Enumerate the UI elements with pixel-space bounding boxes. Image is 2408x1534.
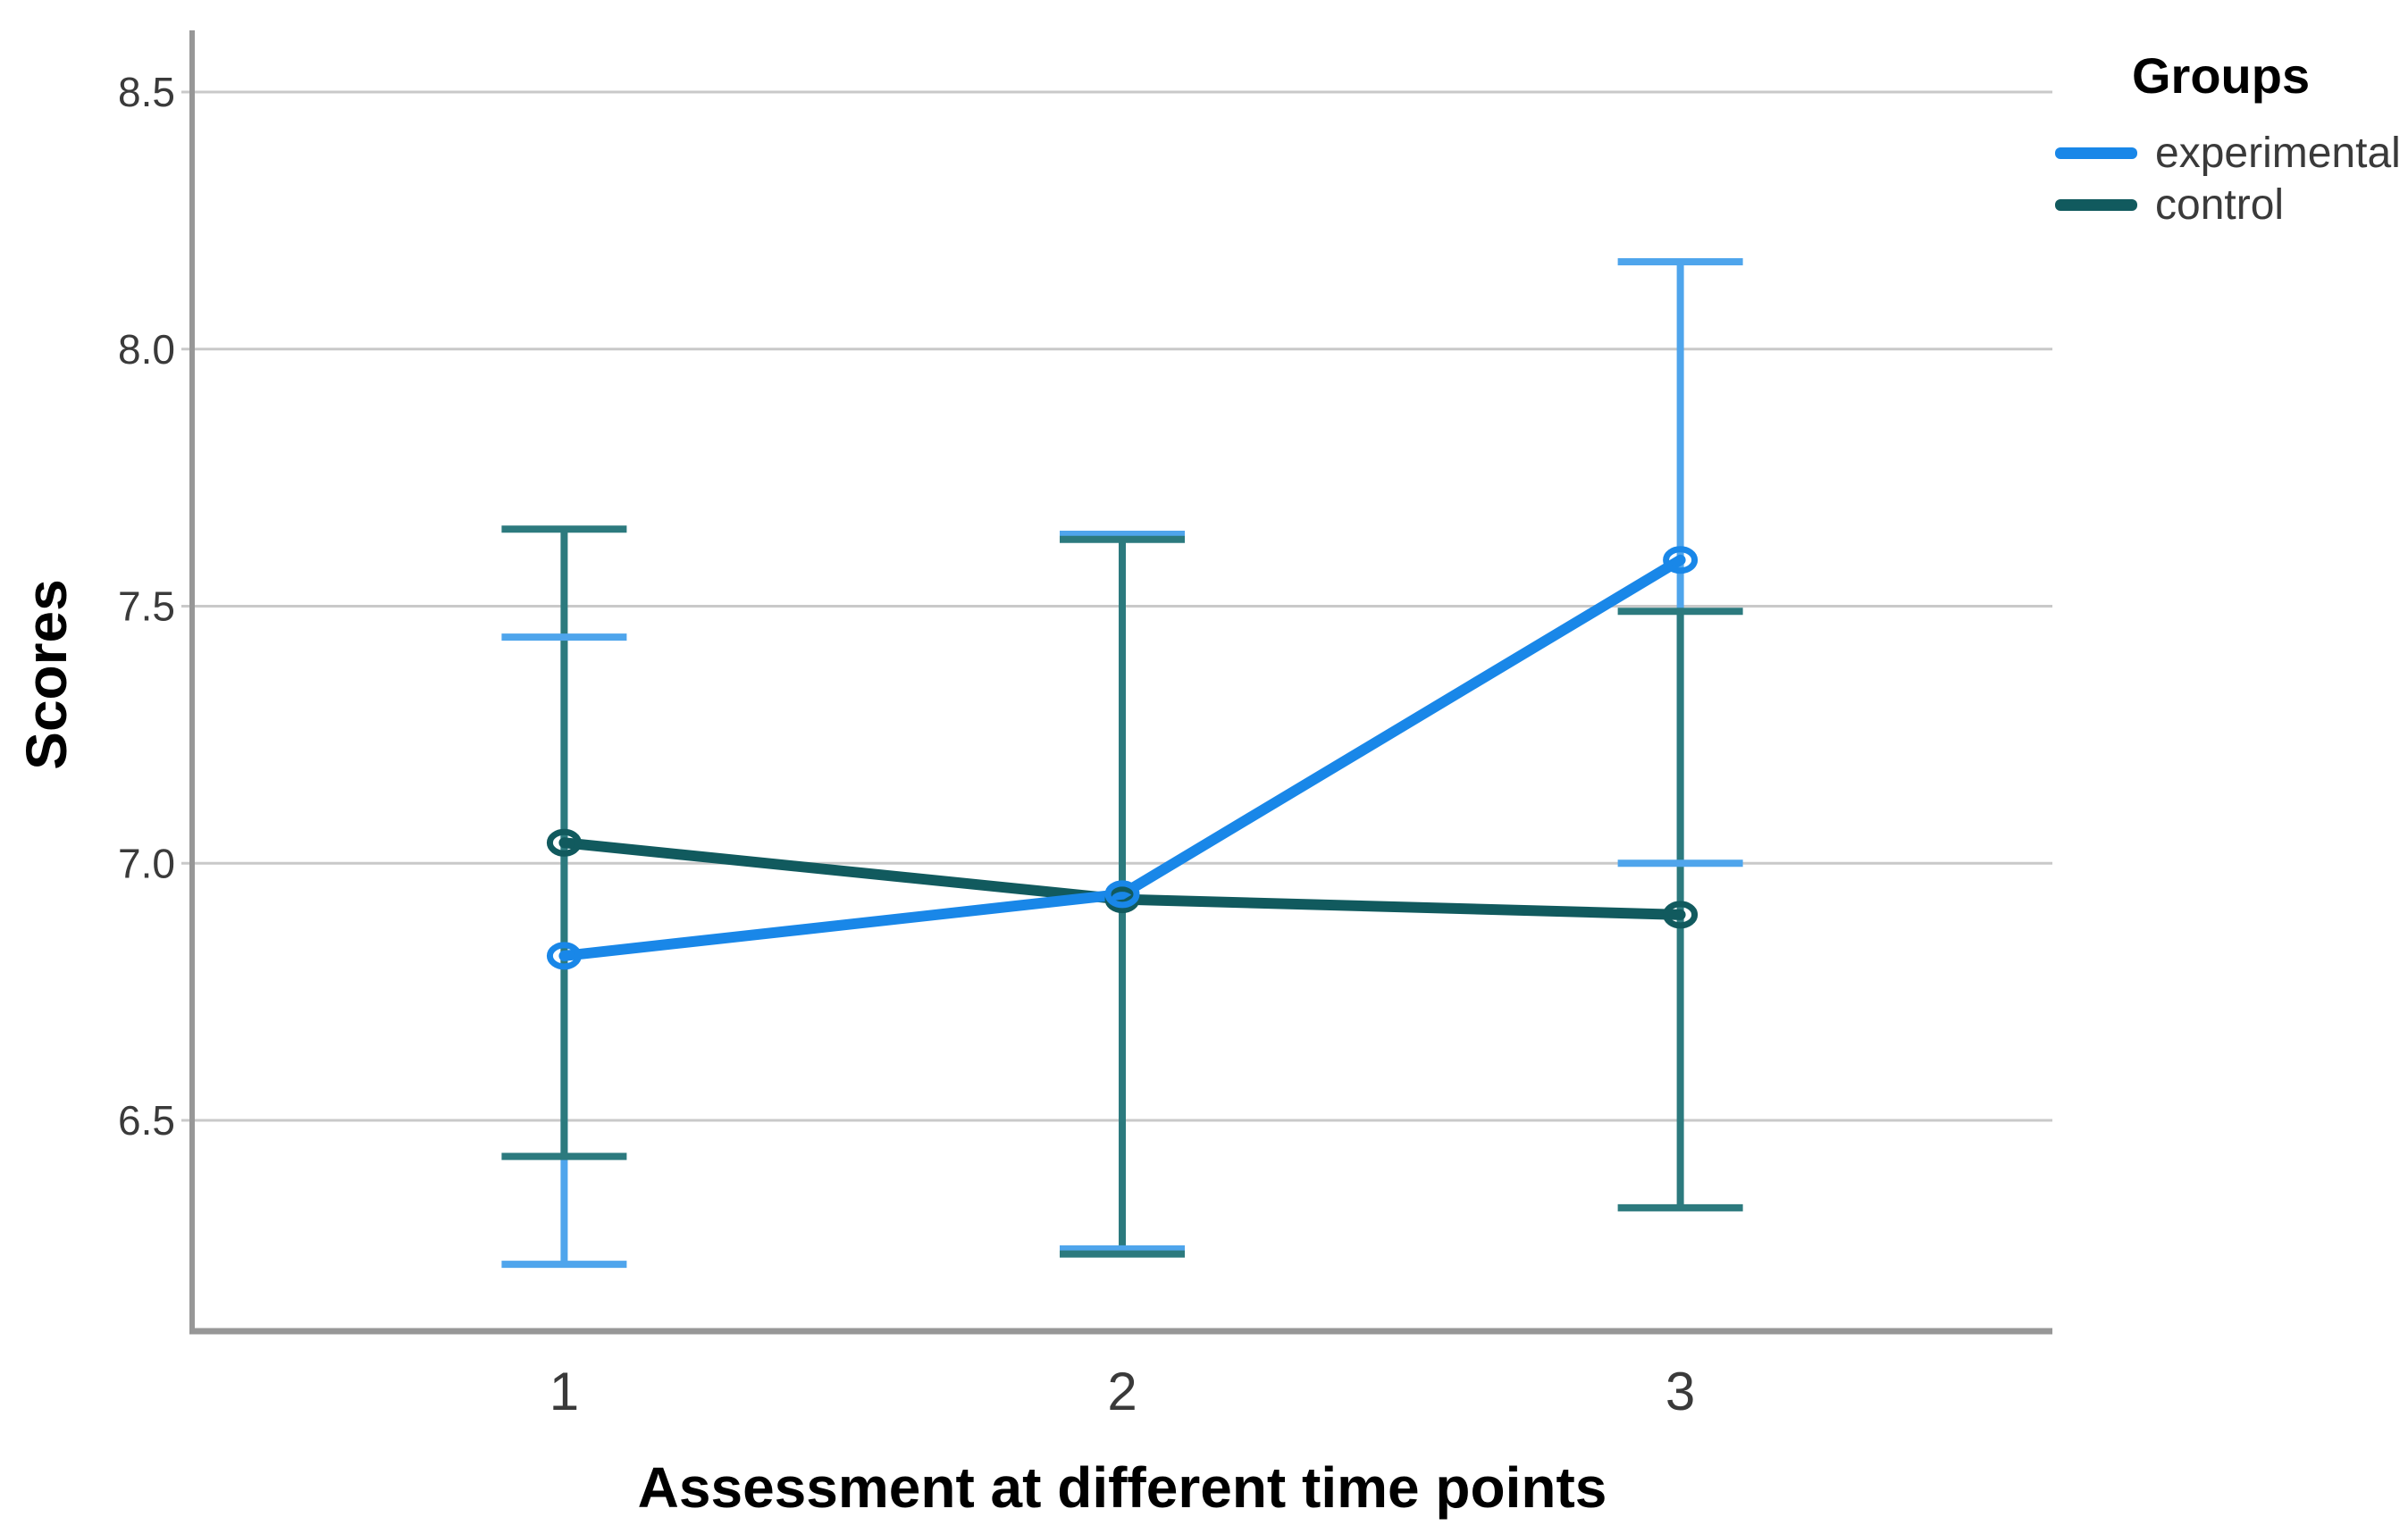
x-tick-label: 2 [1107,1362,1137,1421]
data-point-marker-control [1663,901,1699,929]
series-line-experimental [558,554,1686,961]
y-tick-label: 7.0 [118,840,175,886]
data-point-marker-experimental [1663,546,1699,574]
x-tick-label: 1 [550,1362,579,1421]
legend-swatch-control-icon [2055,198,2137,211]
data-point-marker-control [546,828,582,857]
y-axis-title: Scores [14,579,79,770]
legend-item-control: control [2055,179,2404,231]
y-tick-label: 7.5 [118,583,175,630]
data-point-marker-experimental [546,942,582,970]
legend-items: experimental control [2055,127,2404,231]
legend: Groups experimental control [2055,50,2404,231]
y-tick-label: 8.0 [118,326,175,373]
legend-item-experimental: experimental [2055,127,2404,179]
legend-swatch-experimental-icon [2055,147,2137,159]
x-tick-label: 3 [1665,1362,1695,1421]
legend-title: Groups [2132,47,2311,104]
legend-label-experimental: experimental [2155,129,2401,177]
y-tick-label: 8.5 [118,69,175,115]
x-axis-title: Assessment at different time points [637,1455,1607,1520]
y-tick-label: 6.5 [118,1097,175,1144]
legend-label-control: control [2155,180,2285,229]
data-point-marker-experimental [1104,880,1140,909]
